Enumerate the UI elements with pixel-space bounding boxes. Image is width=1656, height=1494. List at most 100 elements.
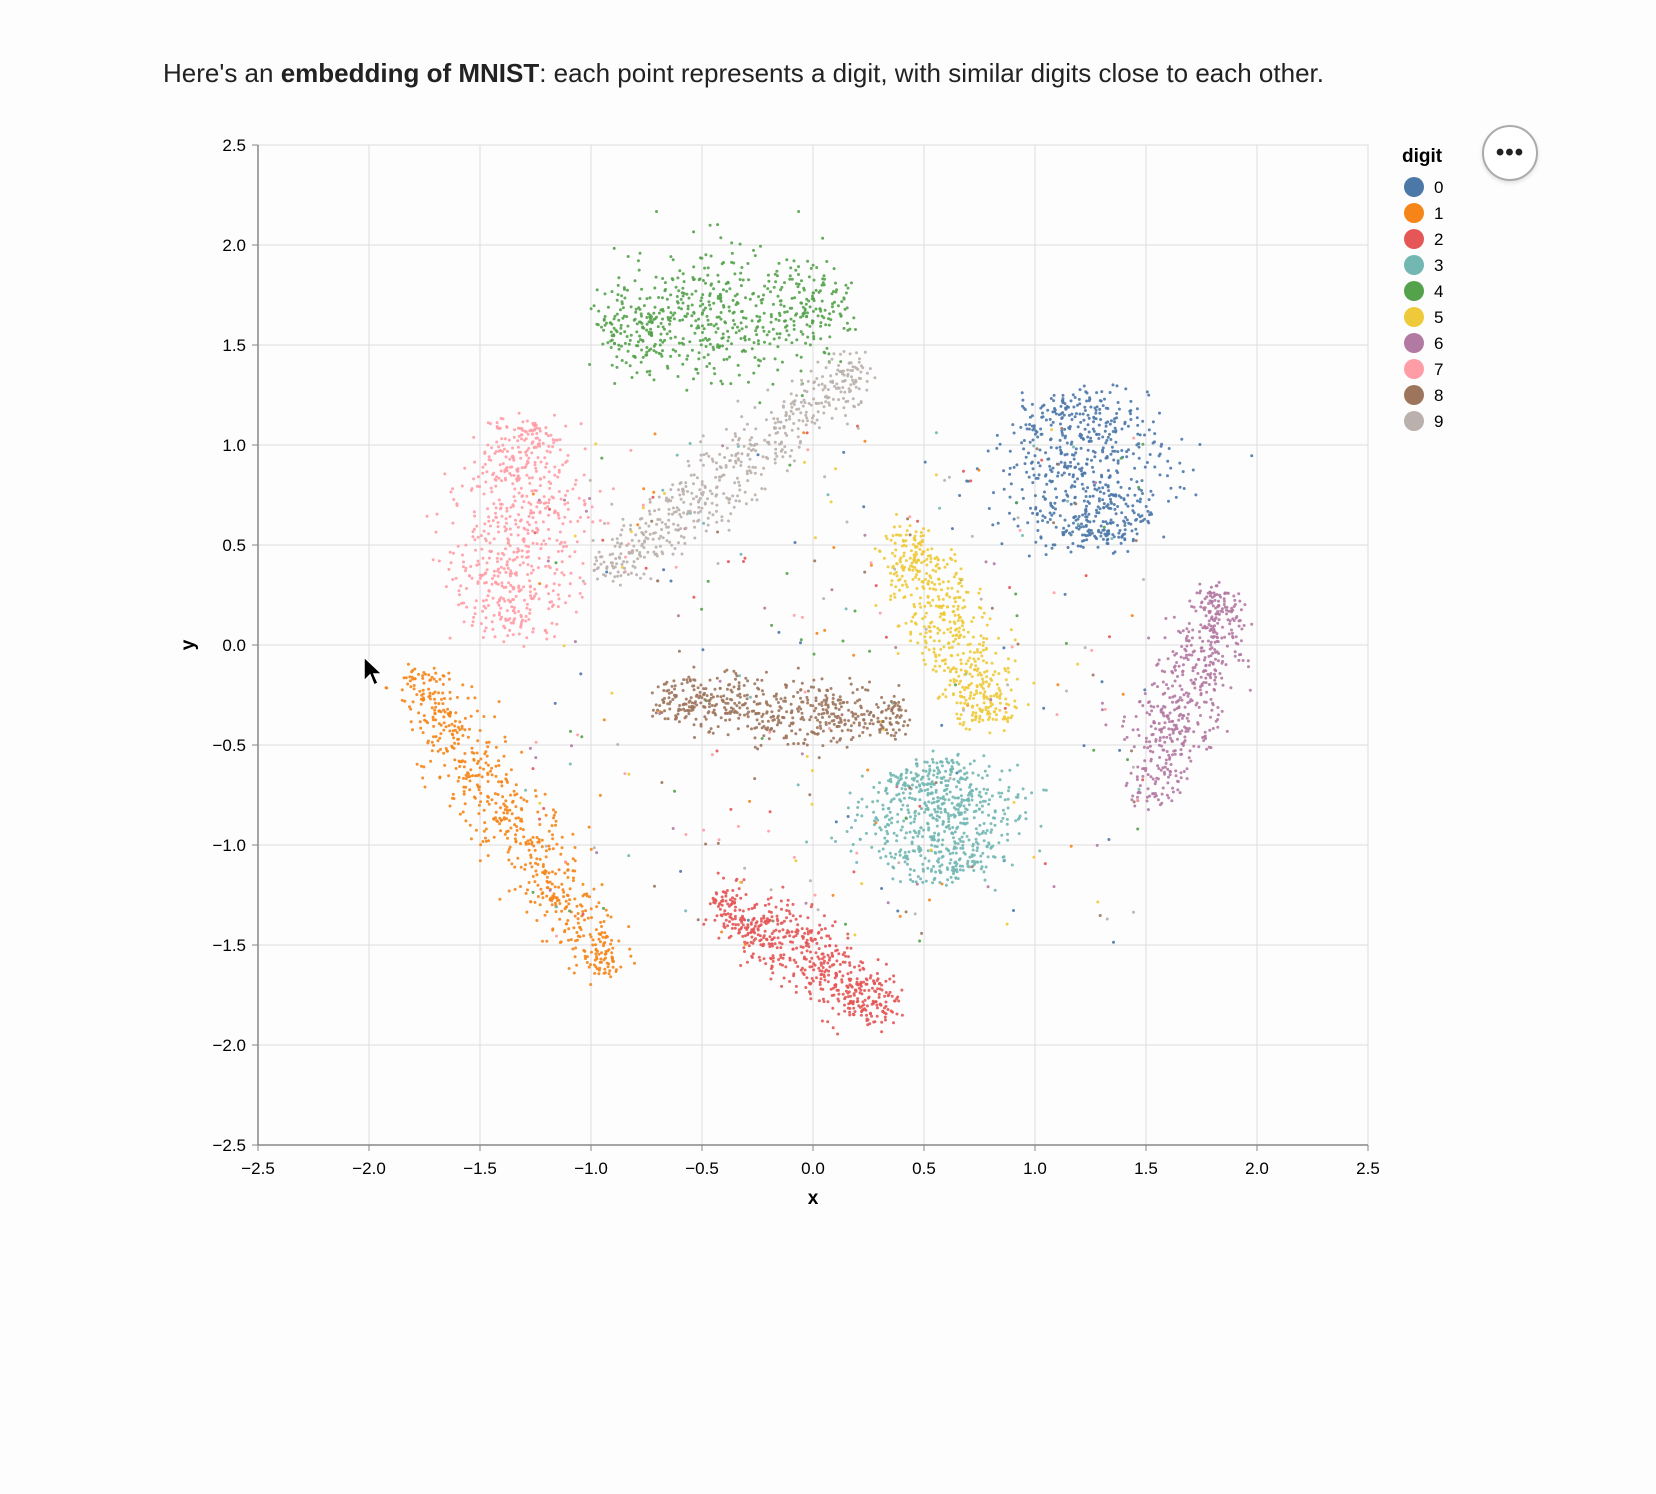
- point-digit-2: [715, 749, 719, 753]
- point-digit-2: [875, 1006, 879, 1010]
- point-digit-4: [740, 266, 744, 269]
- point-digit-7: [564, 460, 568, 464]
- point-digit-6: [1182, 693, 1186, 697]
- point-digit-2: [806, 932, 810, 936]
- point-digit-2: [866, 1018, 870, 1022]
- point-digit-2: [836, 997, 840, 1001]
- point-digit-4: [600, 456, 604, 460]
- point-digit-0: [1086, 435, 1090, 439]
- point-digit-1: [599, 920, 603, 924]
- point-digit-4: [716, 273, 720, 277]
- point-digit-4: [728, 287, 732, 291]
- point-digit-4: [645, 316, 649, 319]
- point-digit-0: [1109, 438, 1113, 441]
- point-digit-3: [873, 819, 876, 823]
- point-digit-4: [633, 355, 637, 358]
- point-digit-5: [982, 696, 986, 700]
- point-digit-4: [603, 323, 607, 327]
- point-digit-6: [1239, 639, 1243, 643]
- point-digit-6: [1217, 604, 1220, 607]
- point-digit-1: [494, 774, 498, 778]
- point-digit-2: [884, 635, 888, 639]
- point-digit-3: [925, 760, 929, 764]
- point-digit-5: [988, 712, 992, 716]
- point-digit-5: [909, 549, 913, 553]
- point-digit-1: [548, 880, 552, 884]
- point-digit-0: [1073, 415, 1077, 419]
- point-digit-6: [1192, 649, 1196, 653]
- point-digit-5: [981, 687, 985, 691]
- point-digit-2: [890, 994, 894, 998]
- point-digit-7: [531, 630, 535, 634]
- point-digit-2: [892, 1021, 895, 1025]
- point-digit-4: [800, 279, 803, 283]
- point-digit-4: [758, 401, 762, 405]
- point-digit-6: [1191, 681, 1195, 685]
- point-digit-6: [1216, 713, 1220, 717]
- point-digit-4: [753, 356, 757, 359]
- point-digit-7: [550, 600, 554, 604]
- point-digit-2: [756, 933, 760, 937]
- point-digit-5: [988, 731, 992, 735]
- point-digit-6: [1203, 656, 1207, 660]
- point-digit-1: [446, 712, 450, 716]
- point-digit-4: [630, 376, 634, 379]
- point-digit-4: [744, 316, 748, 320]
- point-digit-3: [876, 799, 880, 803]
- point-digit-4: [737, 329, 741, 333]
- point-digit-6: [1208, 674, 1212, 678]
- point-digit-3: [845, 830, 849, 833]
- point-digit-2: [734, 879, 738, 882]
- point-digit-7: [482, 492, 486, 496]
- point-digit-1: [485, 754, 489, 758]
- point-digit-0: [1111, 521, 1115, 524]
- point-digit-0: [1044, 451, 1048, 455]
- point-digit-1: [429, 678, 433, 682]
- point-digit-1: [455, 731, 459, 734]
- point-digit-4: [692, 230, 696, 234]
- point-digit-4: [763, 284, 767, 288]
- point-digit-3: [923, 788, 927, 792]
- point-digit-2: [875, 1003, 879, 1007]
- point-digit-0: [1135, 480, 1139, 484]
- point-digit-0: [1120, 511, 1124, 515]
- point-digit-2: [831, 1026, 835, 1030]
- point-digit-7: [476, 559, 480, 563]
- point-digit-2: [848, 963, 852, 967]
- point-digit-4: [814, 288, 818, 292]
- point-digit-3: [903, 850, 907, 854]
- point-digit-6: [1180, 645, 1184, 648]
- point-digit-1: [527, 842, 531, 846]
- point-digit-5: [932, 639, 936, 643]
- point-digit-3: [918, 798, 922, 802]
- point-digit-6: [1165, 735, 1169, 739]
- point-digit-3: [990, 794, 994, 798]
- point-digit-3: [956, 779, 960, 783]
- point-digit-2: [726, 560, 730, 564]
- point-digit-7: [492, 537, 496, 541]
- point-digit-4: [671, 258, 675, 262]
- point-digit-2: [819, 973, 823, 977]
- point-digit-1: [442, 715, 446, 719]
- point-digit-1: [502, 802, 506, 806]
- point-digit-6: [984, 560, 988, 564]
- point-digit-1: [486, 763, 490, 767]
- point-digit-0: [1059, 448, 1063, 452]
- point-digit-2: [853, 1010, 857, 1014]
- point-digit-5: [952, 640, 956, 644]
- point-digit-0: [1063, 427, 1067, 431]
- point-digit-0: [1169, 486, 1173, 490]
- point-digit-0: [1072, 405, 1076, 409]
- point-digit-0: [1071, 393, 1075, 397]
- point-digit-4: [763, 340, 766, 344]
- point-digit-6: [1156, 798, 1160, 802]
- point-digit-2: [761, 943, 765, 947]
- point-digit-2: [724, 918, 728, 922]
- point-digit-5: [1004, 710, 1008, 714]
- point-digit-5: [944, 688, 947, 692]
- point-digit-7: [527, 523, 531, 527]
- point-digit-6: [1189, 643, 1193, 647]
- point-digit-0: [746, 918, 750, 922]
- point-digit-1: [587, 825, 591, 829]
- point-digit-3: [848, 791, 852, 795]
